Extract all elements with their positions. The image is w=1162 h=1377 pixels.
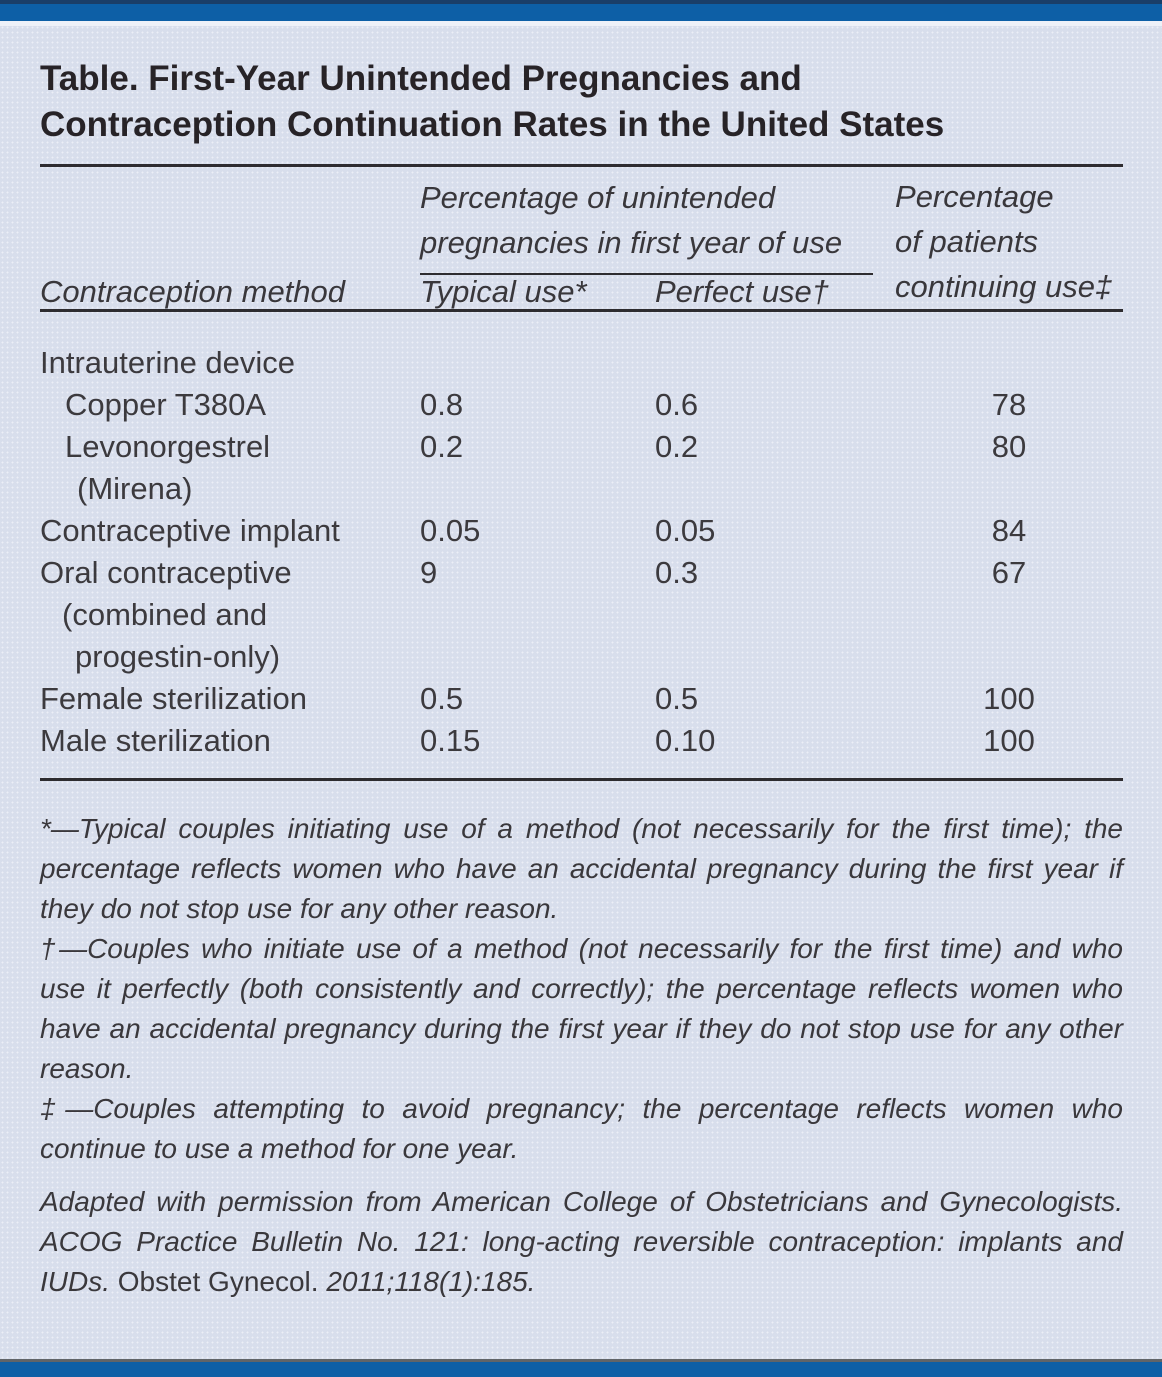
span-header-line: pregnancies in first year of use [420, 225, 843, 260]
top-border-bar [0, 0, 1162, 26]
method-label-continuation: (combined and [62, 597, 268, 632]
perfect-use-value: 0.3 [655, 555, 699, 590]
perfect-use-value: 0.2 [655, 429, 699, 464]
continuing-use-value: 80 [991, 429, 1027, 464]
method-label-continuation: progestin-only) [75, 639, 281, 674]
span-header-line: Percentage of unintended [420, 180, 776, 215]
continuing-use-value: 67 [991, 555, 1027, 590]
continuing-use-value: 78 [991, 387, 1027, 422]
method-cell: Contraceptive implant [40, 510, 420, 552]
empty-header-cell [40, 166, 420, 276]
method-cell: Intrauterine device [40, 311, 420, 385]
method-label: Levonorgestrel [65, 429, 271, 464]
footnote-continuing-use: ‡—Couples attempting to avoid pregnancy;… [40, 1093, 1123, 1164]
typical-use-value [420, 311, 655, 385]
table-title: Table. First-Year Unintended Pregnancies… [40, 56, 1122, 148]
continuing-use-value: 84 [991, 513, 1027, 548]
table-row-copper-t380a: Copper T380A 0.8 0.6 78 [40, 384, 1123, 426]
attribution-citation: 2011;118(1):185. [326, 1266, 536, 1297]
method-label-continuation: (Mirena) [77, 471, 193, 506]
footnote-perfect-use: †—Couples who initiate use of a method (… [40, 933, 1123, 1084]
column-header-contraception-method: Contraception method [40, 275, 420, 312]
column-header-line: continuing use‡ [895, 269, 1113, 304]
column-header-row: Contraception method Typical use* Perfec… [40, 275, 1123, 312]
perfect-use-value: 0.10 [655, 720, 896, 781]
method-label: Female sterilization [40, 681, 308, 716]
typical-use-value: 0.8 [420, 387, 464, 422]
perfect-use-value: 0.6 [655, 387, 699, 422]
table-body: Intrauterine device Copper T380A 0.8 0.6… [40, 311, 1124, 781]
attribution-journal-name: Obstet Gynecol. [117, 1266, 319, 1297]
table-row-male-sterilization: Male sterilization 0.15 0.10 100 [40, 720, 1124, 781]
method-cell: Copper T380A [40, 384, 420, 426]
column-header-line: of patients [895, 224, 1039, 259]
table-row-female-sterilization: Female sterilization 0.5 0.5 100 [40, 678, 1123, 720]
column-header-typical-use: Typical use* [420, 275, 655, 312]
table-row-intrauterine-device: Intrauterine device [40, 311, 1123, 385]
method-label: Intrauterine device [40, 345, 296, 380]
table-row-oral-contraceptive: Oral contraceptive (combined and progest… [40, 552, 1123, 678]
typical-use-value: 9 [420, 555, 438, 590]
typical-use-value: 0.5 [420, 681, 464, 716]
method-label: Contraceptive implant [40, 513, 340, 548]
continuing-use-value [895, 311, 1123, 385]
column-header-line: Percentage [895, 179, 1054, 214]
continuing-use-value: 100 [983, 681, 1035, 716]
perfect-use-value: 0.5 [655, 681, 699, 716]
table-title-line: Table. First-Year Unintended Pregnancies… [40, 59, 802, 98]
perfect-use-value [655, 311, 895, 385]
method-cell: Oral contraceptive (combined and progest… [40, 552, 420, 678]
continuing-use-value: 100 [895, 720, 1124, 781]
bottom-border-bar [0, 1359, 1162, 1377]
column-header-perfect-use: Perfect use† [655, 275, 896, 312]
span-header-unintended-pregnancies: Percentage of unintended pregnancies in … [420, 166, 895, 275]
typical-use-value: 0.05 [420, 513, 481, 548]
spanning-header-row: Percentage of unintended pregnancies in … [40, 165, 1124, 312]
column-header-continuing-use: Percentage of patients continuing use‡ [895, 165, 1124, 312]
span-header-underline: Percentage of unintended pregnancies in … [420, 167, 874, 275]
typical-use-value: 0.15 [420, 720, 655, 781]
attribution-text: Adapted with permission from American Co… [40, 1186, 1123, 1297]
footnote-typical-use: *—Typical couples initiating use of a me… [40, 813, 1123, 924]
method-label: Male sterilization [40, 723, 271, 758]
method-cell: Male sterilization [40, 720, 420, 781]
table-row-levonorgestrel: Levonorgestrel (Mirena) 0.2 0.2 80 [40, 426, 1123, 510]
table-header: Percentage of unintended pregnancies in … [40, 165, 1124, 312]
figure-content: Table. First-Year Unintended Pregnancies… [0, 26, 1162, 1302]
typical-use-value: 0.2 [420, 429, 464, 464]
attribution: Adapted with permission from American Co… [40, 1182, 1123, 1302]
method-cell: Female sterilization [40, 678, 420, 720]
method-cell: Levonorgestrel (Mirena) [40, 426, 420, 510]
contraception-rates-table: Percentage of unintended pregnancies in … [40, 164, 1124, 781]
method-label: Copper T380A [65, 387, 267, 422]
table-title-line: Contraception Continuation Rates in the … [40, 105, 945, 144]
perfect-use-value: 0.05 [655, 513, 716, 548]
method-label: Oral contraceptive [40, 555, 292, 590]
table-row-contraceptive-implant: Contraceptive implant 0.05 0.05 84 [40, 510, 1123, 552]
